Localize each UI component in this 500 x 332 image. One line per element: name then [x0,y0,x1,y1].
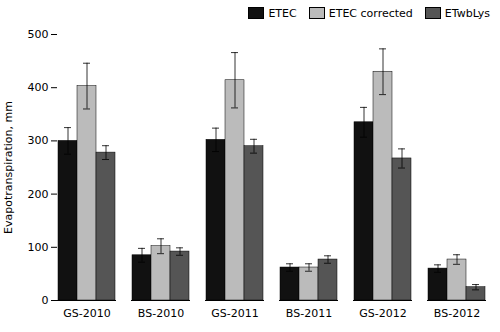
html-text:ETEC: ETEC [268,6,297,20]
svg-text:Evapotranspiration, mm: Evapotranspiration, mm [2,101,15,234]
svg-text:200: 200 [28,188,49,201]
svg-text:500: 500 [28,28,49,41]
svg-text:400: 400 [28,81,49,94]
html-text:ETwbLys: ETwbLys [444,6,490,20]
svg-text:BS-2010: BS-2010 [138,307,184,320]
svg-text:BS-2012: BS-2012 [434,307,480,320]
svg-text:GS-2010: GS-2010 [63,307,110,320]
svg-text:GS-2012: GS-2012 [359,307,406,320]
svg-text:BS-2011: BS-2011 [286,307,332,320]
svg-text:0: 0 [42,294,49,307]
svg-text:100: 100 [28,241,49,254]
svg-text:300: 300 [28,134,49,147]
html-text:ETEC corrected: ETEC corrected [328,6,413,20]
svg-text:GS-2011: GS-2011 [211,307,258,320]
